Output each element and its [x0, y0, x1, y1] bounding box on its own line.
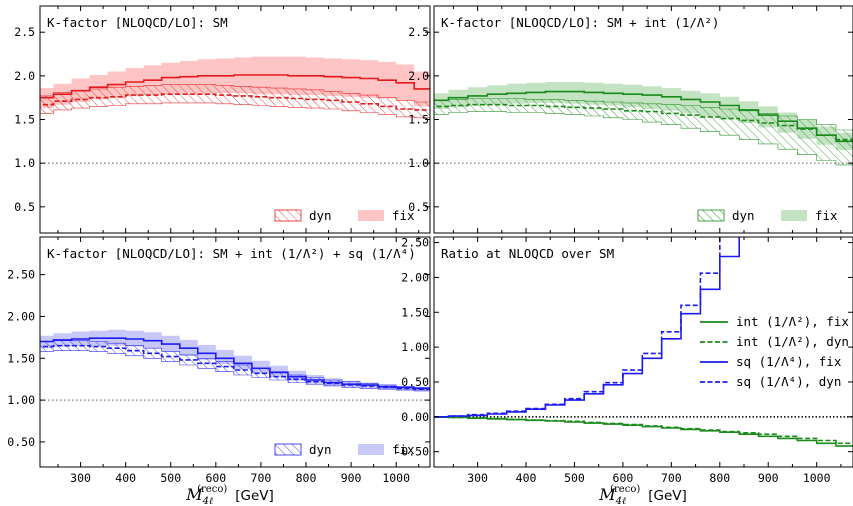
- legend-swatch-dyn: [274, 443, 302, 456]
- x-tick-label: 800: [296, 471, 317, 485]
- x-tick-label: 600: [205, 471, 226, 485]
- x-tick-label: 1000: [803, 471, 831, 485]
- panel-1: 0.5 1.0 1.5 2.0 2.5 K-factor [NLOQCD/LO]: SM d…: [14, 5, 431, 234]
- y-tick-label: 1.50: [401, 305, 429, 319]
- y-tick-label: 1.00: [7, 393, 35, 407]
- y-tick-label: 1.0: [408, 156, 429, 170]
- legend: dyn fix: [274, 208, 415, 223]
- panel-frame: [433, 236, 853, 468]
- panel-frame: [39, 5, 431, 234]
- y-tick-label: 0.5: [14, 200, 35, 214]
- x-axis-label-right: M4ℓ(reco) [GeV]: [598, 484, 687, 506]
- x-tick-label: 500: [160, 471, 181, 485]
- series-line-int-1-fix: [434, 416, 853, 447]
- y-tick-label: 2.00: [401, 270, 429, 284]
- y-tick-label: 0.5: [408, 200, 429, 214]
- y-tick-label: 0.00: [401, 410, 429, 424]
- y-tick-label: 2.50: [7, 268, 35, 282]
- panel-3: 0.50 1.00 1.50 2.00 2.50 300 400 500 600 700 800 90…: [7, 236, 431, 485]
- legend-label: int (1/Λ²), fix: [736, 314, 849, 329]
- legend-label: sq (1/Λ⁴), dyn: [736, 374, 841, 389]
- band-fix: [40, 329, 430, 391]
- x-tick-label: 600: [613, 471, 634, 485]
- legend-label-dyn: dyn: [309, 208, 332, 223]
- panel-2: 0.5 1.0 1.5 2.0 2.5 K-factor [NLOQCD/LO]: SM …: [408, 5, 853, 234]
- legend-label: sq (1/Λ⁴), fix: [736, 354, 842, 369]
- panel-4: -0.50 0.00 0.50 1.00 1.50 2.00 2.50 300 400 500 60…: [394, 236, 853, 485]
- plot-area: [434, 237, 853, 447]
- legend-swatch-fix: [358, 444, 384, 455]
- series-line-dyn: [40, 344, 430, 390]
- y-tick-label: 2.0: [408, 69, 429, 83]
- band-fix: [434, 82, 853, 151]
- y-tick-label: 1.5: [408, 113, 429, 127]
- y-tick-label: 2.0: [14, 69, 35, 83]
- y-tick-label: -0.50: [394, 445, 429, 459]
- legend-swatch-fix: [781, 210, 807, 221]
- x-tick-label: 900: [341, 471, 362, 485]
- legend: int (1/Λ²), fix int (1/Λ²), dyn sq (1/Λ⁴),…: [700, 314, 849, 389]
- panel-title: Ratio at NLOQCD over SM: [441, 246, 614, 261]
- x-tick-label: 700: [661, 471, 682, 485]
- x-tick-label: 900: [758, 471, 779, 485]
- y-tick-label: 2.00: [7, 309, 35, 323]
- band-dyn: [40, 340, 430, 392]
- series-line-fix: [40, 74, 430, 99]
- y-tick-label: 2.5: [408, 25, 429, 39]
- legend-swatch-fix: [358, 210, 384, 221]
- legend: dyn fix: [274, 442, 415, 457]
- x-axis-label-left: M4ℓ(reco) [GeV]: [185, 484, 274, 506]
- series-line-dyn: [40, 93, 430, 111]
- y-tick-label: 0.50: [7, 435, 35, 449]
- panel-frame: [39, 236, 431, 468]
- y-tick-label: 1.50: [7, 351, 35, 365]
- panel-title: K-factor [NLOQCD/LO]: SM: [47, 15, 228, 30]
- plot-area: [434, 82, 853, 166]
- series-line-sq-1-dyn: [434, 237, 721, 418]
- legend-label-dyn: dyn: [732, 208, 755, 223]
- y-tick-label: 0.50: [401, 375, 429, 389]
- legend-label-fix: fix: [815, 208, 838, 223]
- y-tick-label: 2.50: [401, 236, 429, 250]
- band-dyn: [40, 84, 430, 119]
- legend: dyn fix: [697, 208, 838, 223]
- legend-label-fix: fix: [392, 442, 415, 457]
- series-line-int-1-dyn: [434, 416, 853, 445]
- x-tick-label: 800: [709, 471, 730, 485]
- plot-area: [40, 329, 430, 401]
- y-tick-label: 1.00: [401, 340, 429, 354]
- x-tick-label: 300: [70, 471, 91, 485]
- legend-label-fix: fix: [392, 208, 415, 223]
- x-tick-label: 400: [115, 471, 136, 485]
- y-tick-label: 2.5: [14, 25, 35, 39]
- y-tick-label: 1.0: [14, 156, 35, 170]
- x-tick-label: 700: [251, 471, 272, 485]
- legend-swatch-dyn: [274, 209, 302, 222]
- legend-label-dyn: dyn: [309, 442, 332, 457]
- panel-title: K-factor [NLOQCD/LO]: SM + int (1/Λ²) + …: [47, 246, 416, 261]
- x-tick-label: 300: [467, 471, 488, 485]
- x-tick-label: 400: [516, 471, 537, 485]
- band-dyn: [434, 98, 853, 166]
- legend-label: int (1/Λ²), dyn: [736, 334, 849, 349]
- x-tick-label: 1000: [382, 471, 410, 485]
- panel-title: K-factor [NLOQCD/LO]: SM + int (1/Λ²): [441, 15, 719, 30]
- y-tick-label: 1.5: [14, 113, 35, 127]
- plot-area: [40, 56, 430, 164]
- x-tick-label: 500: [564, 471, 585, 485]
- legend-swatch-dyn: [697, 209, 725, 222]
- series-line-dyn: [434, 103, 853, 141]
- series-line-fix: [434, 90, 853, 143]
